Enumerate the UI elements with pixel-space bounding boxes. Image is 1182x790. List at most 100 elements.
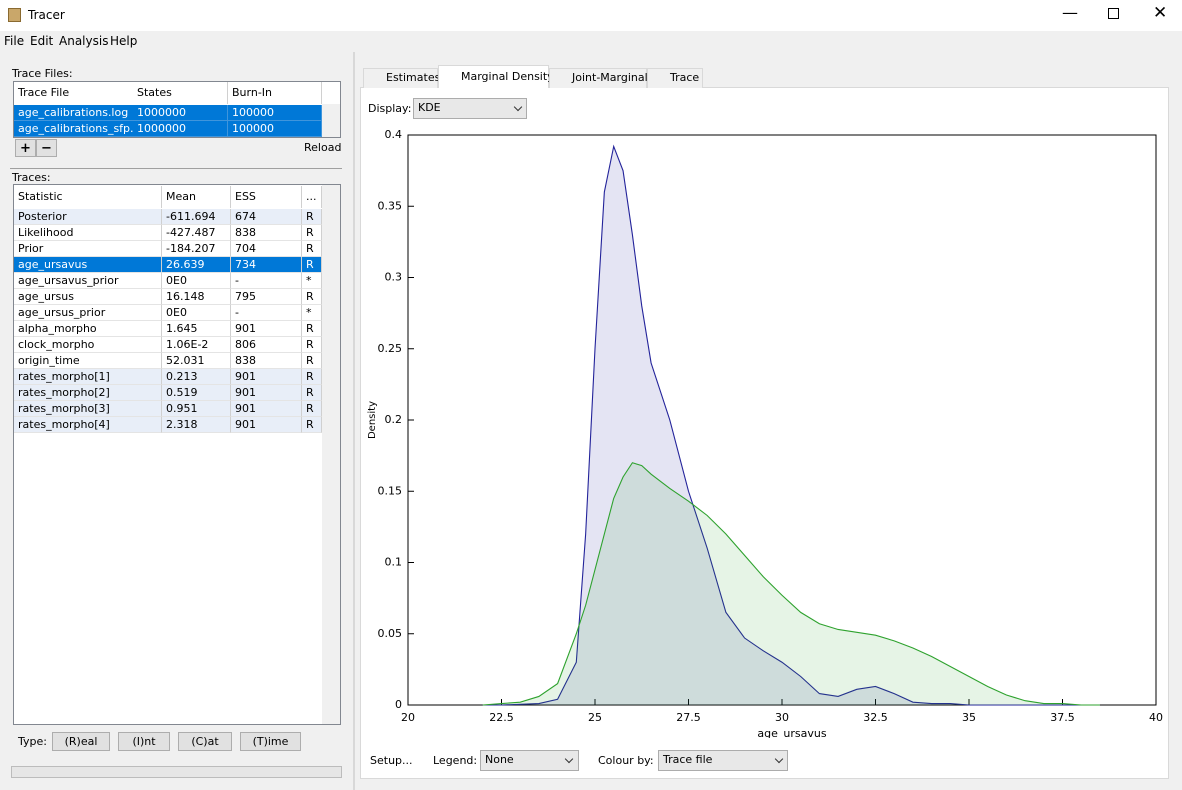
trace-cell[interactable]: R xyxy=(302,257,322,273)
trace-cell[interactable]: -184.207 xyxy=(162,241,231,257)
tab[interactable]: Marginal Density xyxy=(438,65,554,88)
trace-cell[interactable]: R xyxy=(302,241,322,257)
file-button[interactable]: − xyxy=(36,139,57,157)
tab[interactable]: Estimates xyxy=(363,68,440,88)
x-tick-label: 40 xyxy=(1149,711,1163,724)
trace-file-cell[interactable]: 1000000 xyxy=(133,121,228,137)
file-button[interactable]: + xyxy=(15,139,36,157)
trace-cell[interactable]: 52.031 xyxy=(162,353,231,369)
menu-item[interactable]: Help xyxy=(110,34,138,48)
scrollbar[interactable] xyxy=(322,104,340,137)
trace-file-cell[interactable]: 100000 xyxy=(228,121,322,137)
column-header: ... xyxy=(302,186,322,208)
trace-cell[interactable]: 16.148 xyxy=(162,289,231,305)
trace-cell[interactable]: age_ursus_prior xyxy=(14,305,162,321)
type-button[interactable]: (R)eal xyxy=(52,732,110,751)
trace-cell[interactable]: age_ursus xyxy=(14,289,162,305)
trace-cell[interactable]: 901 xyxy=(231,369,302,385)
display-combo[interactable]: KDE xyxy=(413,98,527,119)
close-button[interactable]: ✕ xyxy=(1153,3,1168,23)
trace-cell[interactable]: 0E0 xyxy=(162,273,231,289)
trace-cell[interactable]: 734 xyxy=(231,257,302,273)
display-label: Display: xyxy=(368,102,412,115)
trace-cell[interactable]: clock_morpho xyxy=(14,337,162,353)
trace-cell[interactable]: R xyxy=(302,321,322,337)
separator xyxy=(10,168,342,169)
trace-cell[interactable]: R xyxy=(302,225,322,241)
trace-cell[interactable]: 838 xyxy=(231,225,302,241)
trace-cell[interactable]: rates_morpho[4] xyxy=(14,417,162,433)
traces-label: Traces: xyxy=(12,171,51,184)
trace-cell[interactable]: R xyxy=(302,209,322,225)
setup-button[interactable]: Setup... xyxy=(370,754,413,767)
trace-cell[interactable]: 2.318 xyxy=(162,417,231,433)
x-tick-label: 37.5 xyxy=(1050,711,1075,724)
trace-cell[interactable]: 704 xyxy=(231,241,302,257)
menu-item[interactable]: File xyxy=(4,34,25,48)
colour-combo[interactable]: Trace file xyxy=(658,750,788,771)
trace-cell[interactable]: origin_time xyxy=(14,353,162,369)
trace-cell[interactable]: 838 xyxy=(231,353,302,369)
legend-combo[interactable]: None xyxy=(480,750,579,771)
scrollbar[interactable] xyxy=(322,185,340,724)
trace-cell[interactable]: 26.639 xyxy=(162,257,231,273)
trace-file-cell[interactable]: age_calibrations_sfp... xyxy=(14,121,134,137)
trace-cell[interactable]: 0E0 xyxy=(162,305,231,321)
trace-cell[interactable]: 674 xyxy=(231,209,302,225)
type-button[interactable]: (I)nt xyxy=(118,732,170,751)
trace-cell[interactable]: 795 xyxy=(231,289,302,305)
column-header: Burn-In xyxy=(228,82,322,104)
trace-cell[interactable]: R xyxy=(302,353,322,369)
trace-cell[interactable]: 1.645 xyxy=(162,321,231,337)
trace-file-cell[interactable]: 100000 xyxy=(228,105,322,121)
trace-cell[interactable]: 0.519 xyxy=(162,385,231,401)
y-tick-label: 0.1 xyxy=(385,556,403,569)
trace-cell[interactable]: Likelihood xyxy=(14,225,162,241)
y-tick-label: 0.05 xyxy=(378,627,403,640)
trace-cell[interactable]: 901 xyxy=(231,385,302,401)
trace-cell[interactable]: R xyxy=(302,289,322,305)
x-tick-label: 32.5 xyxy=(863,711,888,724)
type-button[interactable]: (C)at xyxy=(178,732,232,751)
trace-cell[interactable]: R xyxy=(302,417,322,433)
tab[interactable]: Joint-Marginal xyxy=(549,68,648,88)
trace-cell[interactable]: 0.213 xyxy=(162,369,231,385)
trace-file-cell[interactable]: 1000000 xyxy=(133,105,228,121)
trace-cell[interactable]: * xyxy=(302,273,322,289)
trace-cell[interactable]: 901 xyxy=(231,321,302,337)
minimize-button[interactable]: — xyxy=(1062,3,1078,22)
trace-cell[interactable]: rates_morpho[1] xyxy=(14,369,162,385)
reload-button[interactable]: Reload xyxy=(304,141,342,154)
trace-cell[interactable]: R xyxy=(302,385,322,401)
menu-item[interactable]: Analysis xyxy=(59,34,109,48)
x-tick-label: 35 xyxy=(962,711,976,724)
trace-cell[interactable]: Prior xyxy=(14,241,162,257)
trace-cell[interactable]: R xyxy=(302,401,322,417)
trace-cell[interactable]: 0.951 xyxy=(162,401,231,417)
y-tick-label: 0.3 xyxy=(385,271,403,284)
trace-cell[interactable]: -611.694 xyxy=(162,209,231,225)
maximize-button[interactable] xyxy=(1108,8,1119,19)
trace-cell[interactable]: R xyxy=(302,337,322,353)
trace-cell[interactable]: -427.487 xyxy=(162,225,231,241)
trace-cell[interactable]: rates_morpho[2] xyxy=(14,385,162,401)
menu-item[interactable]: Edit xyxy=(30,34,54,48)
column-header: Trace File xyxy=(14,82,134,104)
trace-cell[interactable]: age_ursavus xyxy=(14,257,162,273)
trace-cell[interactable]: 806 xyxy=(231,337,302,353)
column-header: Mean xyxy=(162,186,231,208)
trace-cell[interactable]: 901 xyxy=(231,401,302,417)
type-button[interactable]: (T)ime xyxy=(240,732,301,751)
trace-cell[interactable]: age_ursavus_prior xyxy=(14,273,162,289)
trace-cell[interactable]: Posterior xyxy=(14,209,162,225)
trace-cell[interactable]: * xyxy=(302,305,322,321)
trace-cell[interactable]: R xyxy=(302,369,322,385)
trace-cell[interactable]: rates_morpho[3] xyxy=(14,401,162,417)
trace-cell[interactable]: - xyxy=(231,305,302,321)
trace-cell[interactable]: alpha_morpho xyxy=(14,321,162,337)
trace-cell[interactable]: 901 xyxy=(231,417,302,433)
trace-cell[interactable]: 1.06E-2 xyxy=(162,337,231,353)
trace-cell[interactable]: - xyxy=(231,273,302,289)
tab[interactable]: Trace xyxy=(647,68,703,88)
trace-file-cell[interactable]: age_calibrations.log xyxy=(14,105,134,121)
